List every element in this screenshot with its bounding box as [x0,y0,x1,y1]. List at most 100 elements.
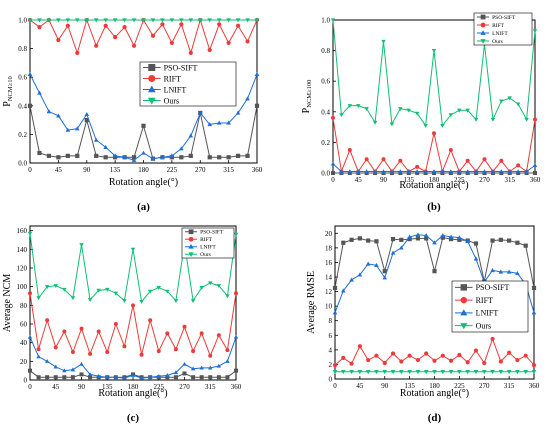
data-point-lnift [207,121,213,127]
data-point-pso-sift [399,237,404,242]
data-point-lnift [432,240,437,245]
data-point-pso-sift [65,153,70,158]
legend-label: RIFT [492,23,505,29]
x-axis-label: Rotation angle(°) [400,388,469,399]
data-point-lnift [457,235,462,240]
x-tick-label: 135 [110,166,121,174]
chart-panel-2: 0 45 90 135 180 225 270 315 360 0.0 0.2 0.4 0.6 0.8 1.… [301,12,541,213]
data-point-pso-sift [331,171,335,175]
data-point-lnift [147,374,153,379]
y-tick-label: 0.6 [321,78,330,86]
data-point-rift [245,39,250,44]
y-tick-label: 0.2 [321,139,330,147]
data-point-pso-sift [225,375,230,380]
data-point-ours [36,296,41,301]
data-point-pso-sift [254,103,260,108]
data-point-pso-sift [188,153,193,158]
data-point-lnift [532,163,538,167]
data-point-ours [147,289,153,294]
data-point-rift [122,25,127,30]
data-point-pso-sift [515,240,520,245]
data-point-ours [233,232,239,237]
data-point-pso-sift [199,375,204,380]
data-point-rift [156,349,161,354]
data-point-ours [245,18,250,23]
x-tick-label: 360 [231,383,242,391]
series-line-rift [29,293,237,358]
data-point-pso-sift [473,241,479,246]
data-point-rift [191,349,196,354]
data-point-pso-sift [498,237,503,242]
data-point-pso-sift [432,269,437,274]
legend-label: LNIFT [200,245,216,251]
data-point-pso-sift [235,153,241,158]
legend-label: Ours [200,252,211,258]
data-point-rift [482,360,487,366]
data-point-rift [105,350,110,354]
data-point-ours [374,370,379,375]
data-point-lnift [87,372,93,376]
data-point-lnift [113,374,119,379]
data-point-rift [37,25,42,30]
data-point-lnift [349,277,354,282]
data-point-rift [188,50,193,55]
legend-item-rift: RIFT [185,236,213,243]
y-axis-label: PNCM≥10 [2,76,14,106]
data-point-lnift [498,269,504,274]
data-point-lnift [173,370,179,375]
data-point-ours [208,281,213,286]
data-point-pso-sift [349,237,354,242]
y-tick-label: 0.2 [18,131,27,139]
data-point-lnift [233,334,239,339]
data-point-ours [481,370,487,375]
x-tick-label: 225 [154,383,165,391]
data-point-ours [226,18,231,23]
data-point-ours [46,18,52,23]
data-point-pso-sift [208,375,213,380]
data-point-rift [70,350,75,354]
data-point-ours [113,291,119,296]
data-point-ours [44,285,50,289]
data-point-pso-sift [56,155,61,160]
data-point-ours [339,113,344,118]
data-point-rift [332,363,338,368]
data-point-ours [169,18,175,23]
data-point-rift [515,357,520,363]
y-tick-label: 20 [325,230,333,238]
y-tick-label: 0 [329,376,333,384]
x-tick-label: 135 [102,383,113,391]
data-point-lnift [473,169,479,174]
data-point-rift [432,131,436,136]
data-point-ours [235,18,241,23]
legend-label: Ours [476,321,492,330]
data-point-ours [399,370,404,375]
data-point-pso-sift [457,237,462,242]
data-point-rift [88,351,93,356]
panel-label: (a) [137,201,150,213]
data-point-pso-sift [234,368,238,373]
legend-label: Ours [164,96,180,105]
data-point-lnift [93,137,99,142]
legend-marker [188,236,194,242]
legend-item-lnift: LNIFT [185,243,216,251]
data-point-ours [364,107,369,112]
data-point-lnift [415,232,421,237]
data-point-lnift [225,359,230,363]
y-tick-label: 4 [329,346,333,354]
data-point-lnift [448,234,454,239]
x-tick-label: 180 [429,176,440,184]
data-point-rift [457,352,462,358]
series-line-pso-sift [334,237,535,289]
x-tick-label: 315 [504,382,515,390]
data-point-lnift [499,169,504,174]
data-point-ours [531,370,537,375]
data-point-ours [457,370,462,375]
x-axis-label: Rotation angle(°) [98,388,167,399]
data-point-rift [465,360,470,365]
data-point-rift [341,355,346,360]
y-axis-label-main: Average RMSE [306,271,317,334]
data-point-pso-sift [415,236,421,241]
data-point-lnift [179,146,184,151]
data-point-lnift [79,361,84,366]
